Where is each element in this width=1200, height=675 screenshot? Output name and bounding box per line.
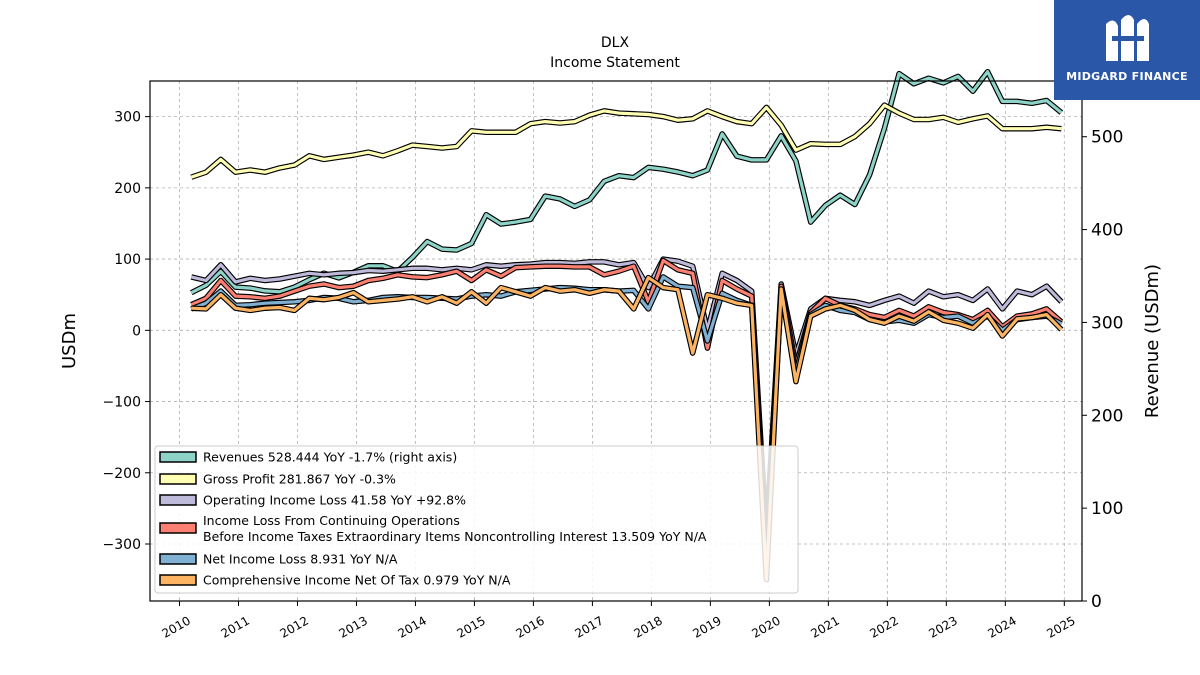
- legend-label: Comprehensive Income Net Of Tax 0.979 Yo…: [203, 573, 511, 588]
- plot-frame: [149, 80, 1083, 602]
- series-outline-gross-profit: [190, 102, 1062, 180]
- legend-label: Income Loss From Continuing Operations: [203, 513, 460, 528]
- y-right-tick-label: 0: [1091, 592, 1102, 612]
- legend-box: [154, 445, 799, 594]
- x-tick-label: 2010: [160, 613, 193, 640]
- y-tick-label: −300: [103, 537, 141, 553]
- y-tick-label: 200: [114, 181, 141, 197]
- y-tick-label: 0: [132, 323, 141, 339]
- legend-swatch: [159, 574, 197, 586]
- x-tick-label: 2020: [749, 613, 782, 640]
- x-tick-label: 2021: [808, 613, 841, 640]
- x-tick-label: 2017: [572, 613, 605, 640]
- series-lines: [190, 68, 1064, 583]
- series-line-comprehensive-income-net-of-tax: [191, 276, 1063, 582]
- x-tick-label: 2013: [337, 613, 370, 640]
- y-tick-label: 100: [114, 252, 141, 268]
- x-tick-label: 2012: [278, 613, 311, 640]
- y-right-tick-label: 200: [1091, 406, 1123, 426]
- series-outline-revenues: [190, 68, 1064, 296]
- series-line-operating-income-loss: [190, 257, 1063, 535]
- x-tick-label: 2016: [513, 613, 546, 640]
- legend-label: Gross Profit 281.867 YoY -0.3%: [203, 472, 396, 487]
- legend-label: Revenues 528.444 YoY -1.7% (right axis): [203, 450, 457, 465]
- series-line-income-loss-from-continuing-operations-before-income-taxes-extraordinary-items-noncontrolling-interest: [190, 258, 1063, 546]
- y-right-tick-label: 300: [1091, 313, 1123, 333]
- x-tick-label: 2024: [985, 613, 1018, 640]
- x-tick-label: 2014: [395, 613, 428, 640]
- series-line-revenues: [190, 70, 1063, 295]
- logo-text: MIDGARD FINANCE: [1066, 70, 1188, 83]
- y-axis-label: USDm: [59, 313, 80, 369]
- left-y-axis: −300 −200 −100 0 100 200 300: [103, 110, 150, 553]
- legend-swatch: [159, 451, 197, 463]
- right-y-axis: 0 100 200 300 400 500: [1082, 128, 1123, 612]
- x-tick-label: 2023: [926, 613, 959, 640]
- y-right-tick-label: 100: [1091, 499, 1123, 519]
- legend-swatch: [159, 522, 197, 534]
- y-tick-label: −200: [103, 466, 141, 482]
- y-right-tick-label: 400: [1091, 221, 1123, 241]
- x-tick-label: 2011: [219, 613, 252, 640]
- x-axis: 2010 2011 2012 2013 2014 2015 2016 2017 2018 2019…: [160, 601, 1078, 641]
- series-line-gross-profit: [190, 103, 1062, 179]
- chart-title: DLX: [601, 35, 630, 51]
- x-tick-label: 2018: [631, 613, 664, 640]
- legend: Revenues 528.444 YoY -1.7% (right axis) G…: [154, 445, 799, 594]
- y-tick-label: −100: [103, 395, 141, 411]
- y-tick-label: 300: [114, 110, 141, 126]
- y-axis-right-label: Revenue (USDm): [1142, 264, 1163, 418]
- legend-label: Operating Income Loss 41.58 YoY +92.8%: [203, 493, 466, 508]
- x-tick-label: 2022: [867, 613, 900, 640]
- legend-swatch: [159, 473, 197, 485]
- legend-label: Net Income Loss 8.931 YoY N/A: [203, 552, 398, 567]
- legend-label: Before Income Taxes Extraordinary Items …: [203, 529, 707, 544]
- x-tick-label: 2019: [690, 613, 723, 640]
- x-tick-label: 2015: [454, 613, 487, 640]
- x-tick-label: 2025: [1044, 613, 1077, 640]
- legend-swatch: [159, 494, 197, 506]
- midgard-logo-icon: [1106, 15, 1149, 62]
- y-right-tick-label: 500: [1091, 128, 1123, 148]
- midgard-finance-logo: MIDGARD FINANCE: [1054, 0, 1200, 100]
- chart-subtitle: Income Statement: [550, 55, 680, 71]
- legend-swatch: [159, 553, 197, 565]
